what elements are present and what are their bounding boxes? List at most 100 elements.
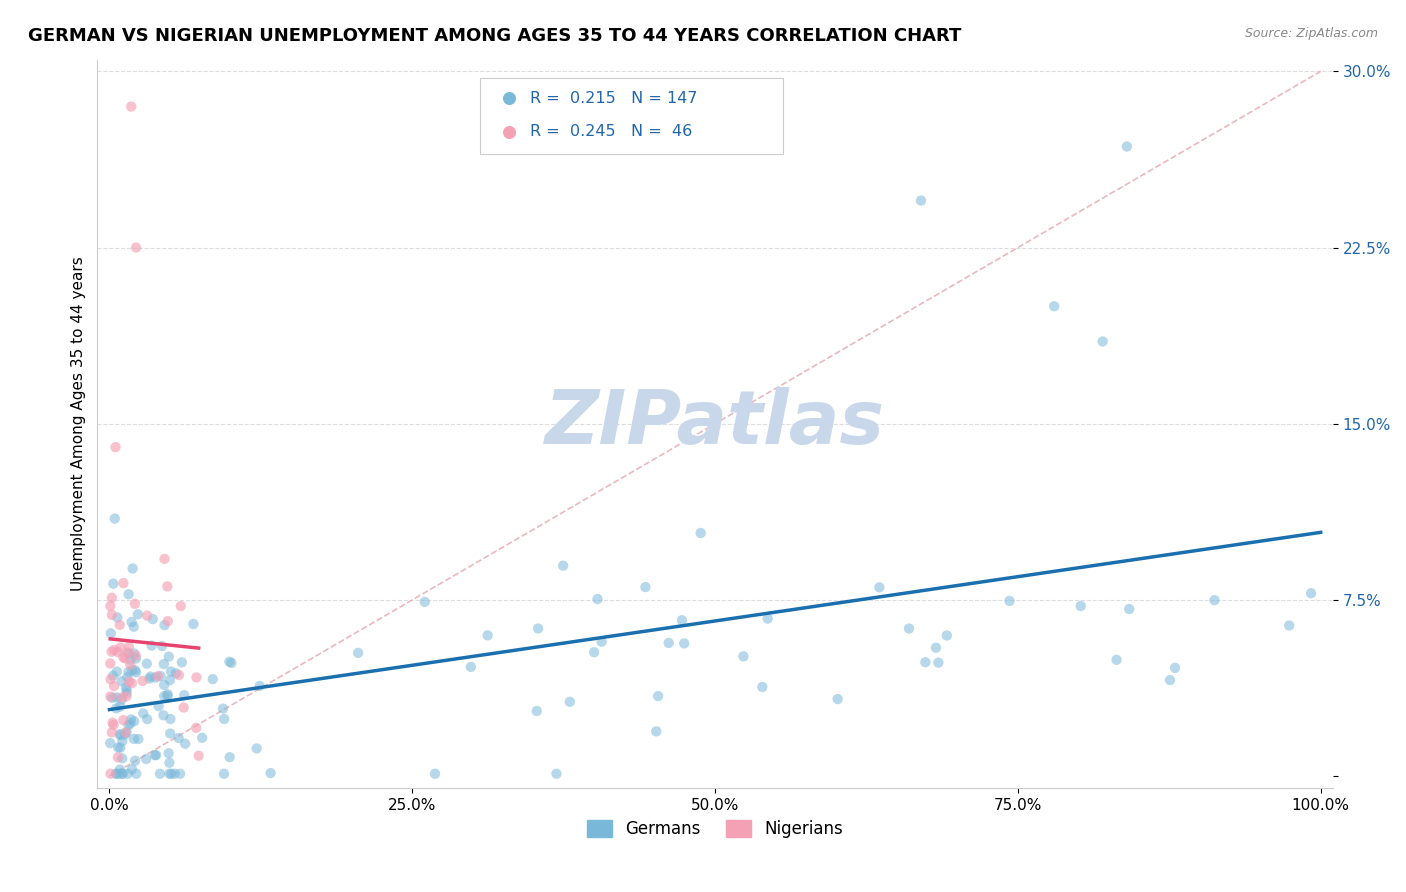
Point xyxy=(120,716,142,731)
Point xyxy=(170,599,193,613)
Point xyxy=(100,672,122,686)
Point xyxy=(115,681,138,695)
Point xyxy=(1204,593,1226,607)
Point xyxy=(159,712,181,726)
Point xyxy=(101,725,124,739)
Point xyxy=(120,99,142,113)
Point xyxy=(157,766,180,780)
Point xyxy=(751,680,773,694)
Point xyxy=(1105,653,1128,667)
Point xyxy=(117,646,139,660)
Point xyxy=(145,748,167,763)
Point xyxy=(125,648,148,663)
Point xyxy=(153,618,176,632)
Point xyxy=(107,740,129,755)
Point xyxy=(174,737,197,751)
Point xyxy=(105,610,128,624)
Point xyxy=(191,731,214,745)
Point xyxy=(108,618,131,632)
Point xyxy=(114,651,136,665)
Point xyxy=(127,732,149,747)
Point xyxy=(1159,673,1181,687)
Point xyxy=(121,676,143,690)
Point xyxy=(118,640,141,654)
Point xyxy=(153,678,176,692)
Point xyxy=(117,665,139,679)
Point xyxy=(150,639,173,653)
Point xyxy=(156,614,179,628)
Point xyxy=(423,766,446,780)
Point xyxy=(212,701,235,715)
Point xyxy=(105,701,128,715)
Point xyxy=(117,587,139,601)
Point xyxy=(110,728,132,742)
Point xyxy=(114,725,136,739)
Point xyxy=(249,679,271,693)
Point xyxy=(910,194,932,208)
Point xyxy=(553,558,575,573)
Point xyxy=(111,766,134,780)
Point xyxy=(110,690,132,705)
Point xyxy=(115,690,138,704)
Point xyxy=(117,670,139,684)
Point xyxy=(107,645,129,659)
Point xyxy=(173,688,195,702)
Point xyxy=(1278,618,1301,632)
Point xyxy=(186,670,208,684)
Point xyxy=(756,611,779,625)
Point xyxy=(160,766,183,780)
Point xyxy=(413,595,436,609)
Point xyxy=(111,674,134,689)
Point xyxy=(122,731,145,746)
Point xyxy=(120,657,142,672)
Point xyxy=(142,612,165,626)
Point xyxy=(138,672,160,686)
Point xyxy=(103,718,125,732)
Point xyxy=(212,712,235,726)
Point xyxy=(100,766,122,780)
Point xyxy=(100,645,122,659)
Point xyxy=(914,655,936,669)
Text: ZIPatlas: ZIPatlas xyxy=(546,387,884,460)
Point xyxy=(100,626,122,640)
Point xyxy=(111,766,134,780)
Point xyxy=(105,766,128,780)
Point xyxy=(127,607,149,622)
Point xyxy=(104,440,127,454)
Legend: Germans, Nigerians: Germans, Nigerians xyxy=(581,814,849,845)
Point xyxy=(159,673,181,687)
Point xyxy=(115,683,138,698)
Point xyxy=(105,766,128,780)
Point xyxy=(1115,139,1137,153)
Point xyxy=(101,690,124,705)
Point xyxy=(160,665,183,679)
Point xyxy=(98,657,121,671)
Point xyxy=(98,599,121,613)
Point xyxy=(111,692,134,706)
Point xyxy=(634,580,657,594)
Point xyxy=(935,628,957,642)
Point xyxy=(112,713,135,727)
Point xyxy=(135,752,157,766)
Text: R =  0.245   N =  46: R = 0.245 N = 46 xyxy=(530,124,692,139)
Point xyxy=(868,580,890,594)
Point xyxy=(212,766,235,780)
Point xyxy=(586,592,609,607)
Point xyxy=(145,671,167,685)
Point xyxy=(98,736,121,750)
Point xyxy=(124,754,146,768)
Point xyxy=(108,763,131,777)
Point xyxy=(527,622,550,636)
Point xyxy=(125,241,148,255)
Point xyxy=(110,640,132,655)
Text: R =  0.215   N = 147: R = 0.215 N = 147 xyxy=(530,91,697,105)
Point xyxy=(163,766,186,780)
Point xyxy=(122,647,145,661)
Point xyxy=(139,669,162,683)
Point xyxy=(156,579,179,593)
Point xyxy=(104,511,127,525)
Point xyxy=(156,687,179,701)
Point xyxy=(173,700,195,714)
Point xyxy=(101,668,124,682)
Point xyxy=(105,690,128,705)
